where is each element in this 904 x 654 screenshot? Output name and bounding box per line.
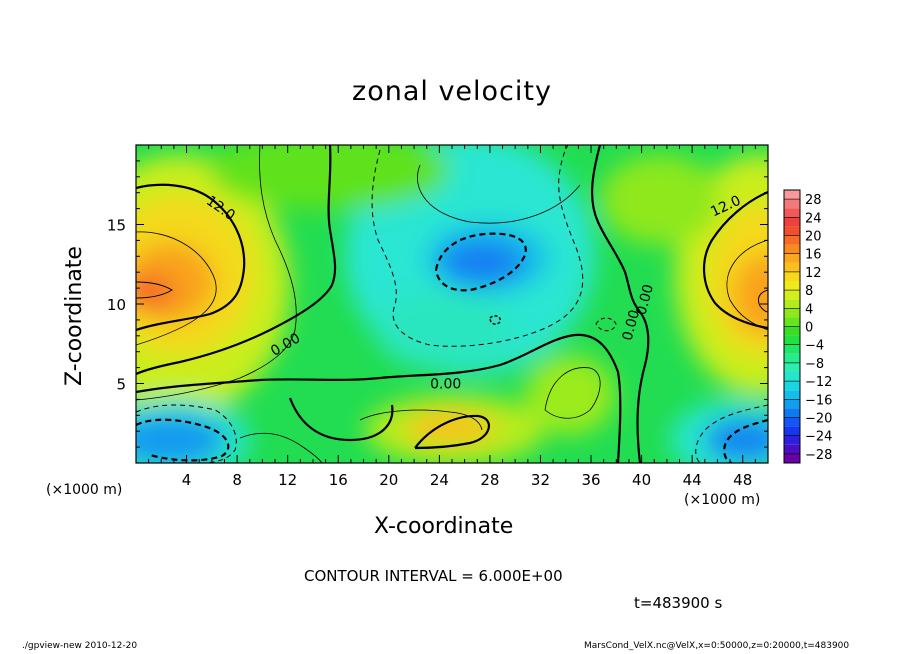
colorbar-label: 0: [805, 321, 813, 336]
colorbar-swatch: [784, 199, 800, 209]
colorbar-swatch: [784, 417, 800, 427]
y-tick-label: 15: [107, 217, 126, 235]
colorbar-label: 8: [805, 284, 813, 299]
x-tick-label: 8: [232, 471, 242, 489]
colorbar-swatch: [784, 390, 800, 400]
colorbar-swatch: [784, 253, 800, 263]
colorbar-swatch: [784, 271, 800, 281]
footer-source: MarsCond_VelX.nc@VelX,x=0:50000,z=0:2000…: [584, 641, 850, 651]
x-unit-label-left: (×1000 m): [46, 482, 123, 498]
colorbar-label: 4: [805, 302, 813, 317]
footer-program-date: ./gpview-new 2010-12-20: [22, 641, 138, 651]
colorbar-label: −4: [805, 339, 824, 354]
colorbar-swatch: [784, 217, 800, 227]
x-tick-label: 4: [182, 471, 192, 489]
x-tick-label: 24: [430, 471, 449, 489]
x-tick-label: 48: [733, 471, 752, 489]
colorbar-swatch: [784, 435, 800, 445]
contour-label: 0.00: [634, 283, 658, 317]
colorbar-swatch: [784, 226, 800, 236]
colorbar-swatch: [784, 362, 800, 372]
colorbar-label: 24: [805, 211, 822, 226]
colorbar-label: 28: [805, 193, 822, 208]
colorbar-label: −16: [805, 393, 832, 408]
colorbar-swatch: [784, 281, 800, 291]
colorbar-label: −8: [805, 357, 824, 372]
colorbar-label: −12: [805, 375, 832, 390]
colorbar-swatch: [784, 344, 800, 354]
x-tick-label: 28: [480, 471, 499, 489]
x-tick-label: 32: [531, 471, 550, 489]
colorbar-swatch: [784, 408, 800, 418]
colorbar-swatch: [784, 453, 800, 463]
colorbar-swatch: [784, 399, 800, 409]
colorbar-swatch: [784, 290, 800, 300]
x-tick-label: 12: [278, 471, 297, 489]
y-tick-label: 5: [116, 376, 126, 394]
colorbar-label: 20: [805, 230, 822, 245]
colorbar-label: 12: [805, 266, 822, 281]
colorbar-swatch: [784, 326, 800, 336]
colorbar-swatch: [784, 335, 800, 345]
colorbar-swatch: [784, 244, 800, 254]
colorbar-swatch: [784, 353, 800, 363]
time-stamp: t=483900 s: [634, 594, 723, 612]
x-tick-label: 16: [329, 471, 348, 489]
y-axis-label: Z-coordinate: [62, 246, 87, 386]
chart-title: zonal velocity: [352, 76, 552, 107]
colorbar-label: −20: [805, 412, 832, 427]
x-tick-label: 40: [632, 471, 651, 489]
colorbar-label: −28: [805, 448, 832, 463]
x-unit-label-right: (×1000 m): [684, 492, 761, 508]
colorbar-swatch: [784, 235, 800, 245]
colorbar-swatch: [784, 444, 800, 454]
contour-label: 0.00: [430, 376, 461, 392]
colorbar-label: 16: [805, 248, 822, 263]
axis-ticks: [136, 145, 768, 463]
colorbar-swatch: [784, 317, 800, 327]
contour-interval-note: CONTOUR INTERVAL = 6.000E+00: [304, 567, 563, 585]
x-tick-label: 20: [379, 471, 398, 489]
colorbar-swatch: [784, 308, 800, 318]
x-axis-label: X-coordinate: [374, 514, 514, 539]
velocity-field: 12.0 12.00.000.000.000.00: [136, 145, 768, 463]
x-tick-label: 36: [581, 471, 600, 489]
y-tick-label: 10: [107, 296, 126, 314]
colorbar-swatch: [784, 299, 800, 309]
colorbar: 28 24 20 16 12 8 4 0 −4 −8 −12 −16 −20 −24 −28: [783, 189, 832, 464]
contour-label: 0.00: [620, 308, 644, 342]
colorbar-swatch: [784, 372, 800, 382]
colorbar-swatch: [784, 262, 800, 272]
colorbar-label: −24: [805, 430, 832, 445]
x-tick-label: 44: [683, 471, 702, 489]
colorbar-swatch: [784, 381, 800, 391]
colorbar-swatch: [784, 426, 800, 436]
colorbar-swatch: [784, 190, 800, 200]
colorbar-swatch: [784, 208, 800, 218]
